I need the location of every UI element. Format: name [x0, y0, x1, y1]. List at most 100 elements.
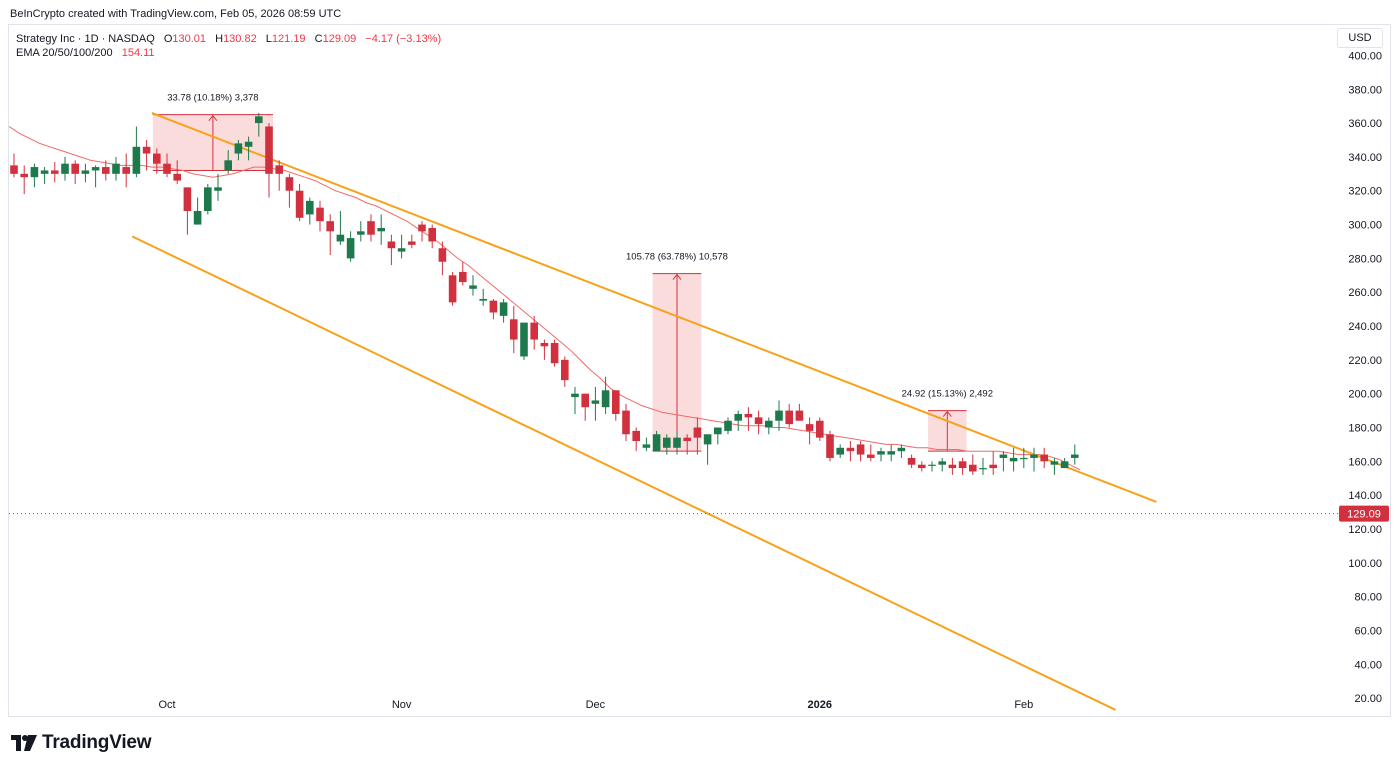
candle-down	[550, 342, 559, 364]
candle-down	[510, 319, 518, 340]
candle-up	[703, 434, 712, 445]
x-tick-label: 2026	[808, 699, 832, 711]
channel-upper-line[interactable]	[151, 112, 1157, 503]
candle-down	[163, 163, 171, 174]
candle-up	[91, 167, 100, 171]
candle-up	[734, 413, 742, 421]
candle-up	[255, 116, 263, 124]
y-tick-label: 280.00	[1348, 253, 1382, 265]
candle-up	[765, 420, 773, 428]
candle-up	[306, 200, 314, 215]
candle-up	[479, 298, 487, 301]
high-value: 130.82	[223, 33, 257, 45]
candle-down	[51, 170, 59, 174]
high-label: H	[215, 33, 224, 45]
close-label: C	[314, 33, 323, 45]
candle-up	[357, 231, 365, 235]
candle-up	[1050, 461, 1059, 465]
measure-label: 105.78 (63.78%) 10,578	[626, 252, 728, 263]
candle-down	[826, 434, 834, 458]
candle-up	[714, 427, 722, 435]
candle-down	[561, 359, 569, 381]
ema-label[interactable]: EMA 20/50/100/200	[16, 47, 113, 59]
last-price-value: 129.09	[1347, 509, 1381, 521]
tradingview-logo[interactable]: TradingView	[11, 732, 152, 754]
x-tick-label: Feb	[1014, 699, 1033, 711]
candle-down	[622, 410, 630, 435]
candle-down	[805, 424, 814, 431]
candle-up	[244, 141, 253, 147]
y-tick-label: 260.00	[1348, 287, 1382, 299]
close-value: 129.09	[322, 33, 357, 45]
ema-line[interactable]	[8, 126, 1081, 471]
y-tick-label: 320.00	[1348, 186, 1382, 198]
candle-up	[234, 143, 243, 154]
candle-up	[877, 451, 885, 455]
candle-up	[999, 454, 1008, 458]
candle-up	[571, 393, 579, 398]
y-tick-label: 140.00	[1348, 490, 1382, 502]
last-price-tag	[1339, 505, 1389, 522]
candle-up	[724, 420, 732, 431]
candle-up	[81, 170, 90, 174]
candle-down	[795, 410, 804, 421]
brand-label: TradingView	[42, 732, 152, 753]
candle-down	[754, 417, 763, 425]
y-tick-label: 80.00	[1354, 592, 1382, 604]
candle-down	[1040, 454, 1048, 462]
y-tick-label: 60.00	[1354, 625, 1382, 637]
currency-button[interactable]: USD	[1337, 28, 1383, 48]
candle-down	[20, 173, 28, 178]
chart-frame[interactable]	[8, 24, 1391, 717]
candle-up	[663, 437, 671, 448]
candle-down	[867, 454, 875, 458]
open-value: 130.01	[172, 33, 207, 45]
candle-down	[918, 464, 926, 469]
candle-up	[673, 437, 681, 448]
measure-annotations[interactable]: 33.78 (10.18%) 3,378 105.78 (63.78%) 10,5…	[152, 93, 993, 452]
trend-channel[interactable]	[131, 112, 1157, 711]
legend-ema-row: EMA 20/50/100/200 154.11	[16, 46, 441, 60]
channel-lower-line[interactable]	[131, 235, 1117, 711]
candle-up	[1020, 457, 1028, 460]
candle-down	[153, 153, 161, 164]
y-tick-label: 380.00	[1348, 84, 1382, 96]
candle-down	[693, 427, 702, 438]
y-tick-label: 20.00	[1354, 693, 1382, 705]
candle-up	[775, 410, 783, 421]
candle-up	[132, 146, 141, 174]
candle-down	[683, 437, 691, 442]
open-label: O	[163, 33, 173, 45]
tradingview-logo-icon	[11, 735, 37, 751]
candle-down	[856, 444, 865, 455]
candlestick-series	[10, 112, 1079, 475]
candle-up	[979, 468, 987, 470]
y-tick-label: 220.00	[1348, 355, 1382, 367]
y-tick-label: 360.00	[1348, 118, 1382, 130]
x-tick-label: Dec	[586, 699, 606, 711]
symbol-label[interactable]: Strategy Inc · 1D · NASDAQ	[16, 33, 155, 45]
candle-down	[540, 342, 549, 347]
ema-value: 154.11	[121, 47, 155, 59]
candle-up	[30, 167, 39, 178]
measure-arrow-head	[208, 114, 218, 121]
candle-up	[642, 444, 651, 448]
candle-up	[938, 461, 946, 465]
change-value: −4.17 (−3.13%)	[365, 33, 442, 45]
candle-down	[612, 390, 620, 414]
y-tick-label: 300.00	[1348, 220, 1382, 232]
y-tick-label: 340.00	[1348, 152, 1382, 164]
candle-down	[989, 464, 997, 469]
candle-down	[907, 457, 916, 465]
candle-up	[346, 238, 355, 259]
candle-up	[214, 187, 222, 191]
candle-down	[10, 165, 18, 174]
candle-down	[71, 163, 79, 174]
candle-down	[459, 271, 467, 283]
chart-credit: BeInCrypto created with TradingView.com,…	[10, 8, 342, 20]
measure-arrow-head	[942, 410, 952, 417]
candle-down	[102, 167, 110, 174]
chart-legend: Strategy Inc · 1D · NASDAQ O130.01 H130.…	[16, 32, 441, 60]
y-tick-label: 160.00	[1348, 456, 1382, 468]
